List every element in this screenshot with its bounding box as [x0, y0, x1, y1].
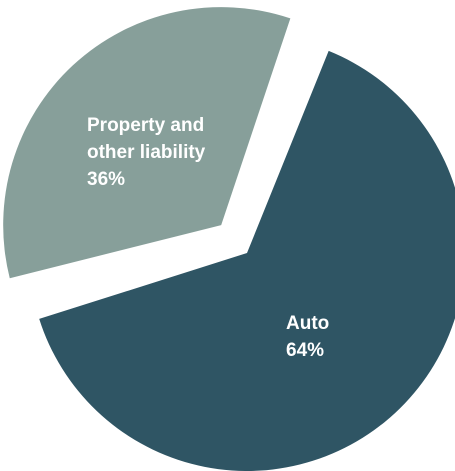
slice-name-label: Auto [286, 313, 329, 334]
slice-label-auto: Auto 64% [286, 313, 329, 361]
slice-name-label: other liability [87, 142, 206, 163]
pie-slice-property-and-other-liability [3, 7, 291, 279]
slice-name-label: Property and [87, 115, 204, 136]
pie-slice-auto [39, 50, 455, 471]
slice-value-label: 36% [87, 169, 125, 190]
slice-value-label: 64% [286, 340, 324, 361]
slice-label-property-and-other-liability: Property and other liability 36% [87, 115, 206, 190]
